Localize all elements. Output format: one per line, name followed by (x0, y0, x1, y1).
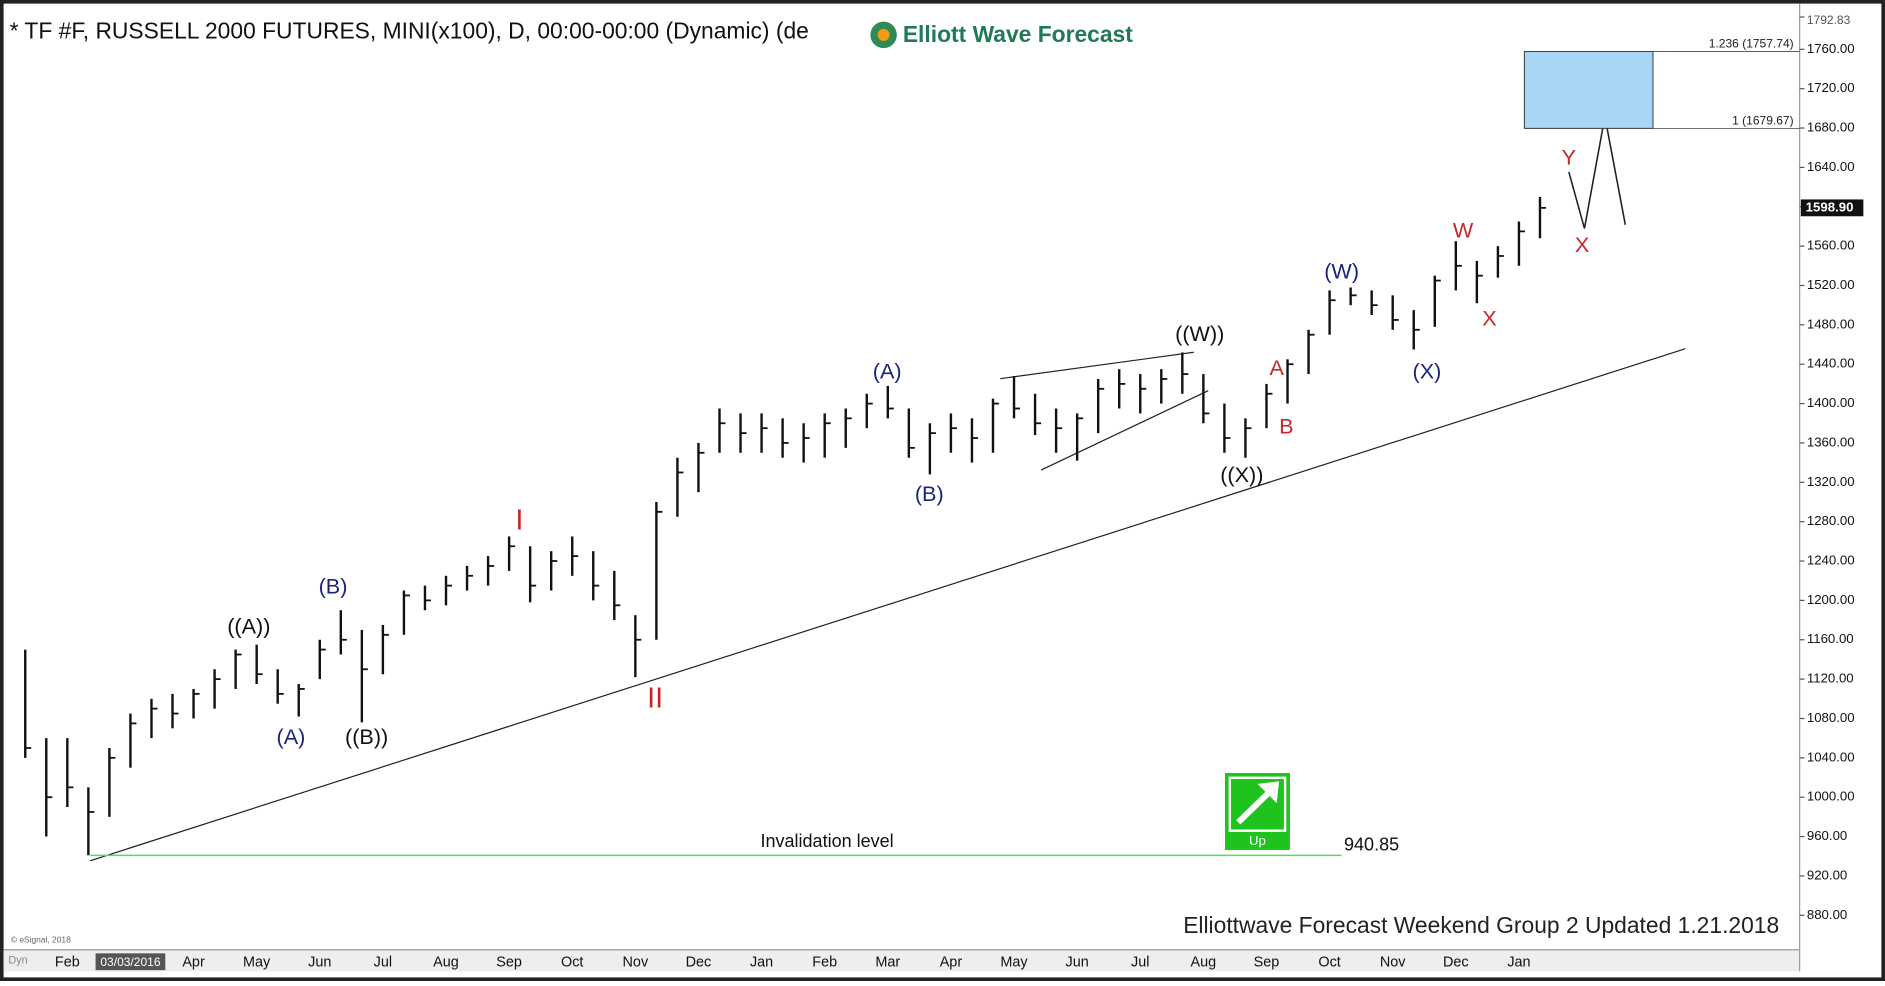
target-box (1523, 51, 1654, 129)
y-tick-label: 1720.00 (1807, 80, 1855, 95)
x-tick-label: Jun (308, 955, 331, 971)
y-tick-label: 1000.00 (1807, 789, 1855, 804)
y-tick-label: 1640.00 (1807, 159, 1855, 174)
wave-label: II (647, 682, 663, 714)
x-tick-label: Oct (561, 955, 583, 971)
wave-label: ((X)) (1220, 462, 1263, 487)
x-tick-label: Aug (433, 955, 459, 971)
y-tick-label: 1480.00 (1807, 316, 1855, 331)
x-axis-strip (3, 949, 1800, 972)
projection-path (1568, 116, 1627, 229)
wave-label: (B) (915, 481, 944, 506)
wave-label: ((B)) (345, 724, 388, 749)
logo-icon-core (877, 28, 890, 41)
wave-label: (W) (1324, 259, 1359, 284)
chart-title: * TF #F, RUSSELL 2000 FUTURES, MINI(x100… (10, 18, 809, 44)
cursor-date-box (95, 953, 166, 971)
wave-label: (A) (277, 724, 306, 749)
y-tick-label: 1560.00 (1807, 238, 1855, 253)
x-tick-label: May (243, 955, 271, 971)
x-tick-label: Jan (1507, 955, 1530, 971)
x-tick-label: Mar (875, 955, 900, 971)
x-tick-label: Dec (686, 955, 712, 971)
x-tick-label: Jul (374, 955, 392, 971)
wave-label: (A) (873, 358, 902, 383)
last-price-box (1800, 199, 1864, 217)
x-tick-label: Apr (940, 955, 963, 971)
y-tick-label: 1080.00 (1807, 710, 1855, 725)
triangle-lower (1040, 390, 1209, 471)
y-tick-label: 1240.00 (1807, 553, 1855, 568)
x-tick-label: Sep (1254, 955, 1280, 971)
y-tick-label: 880.00 (1807, 907, 1847, 922)
wave-label: ((W)) (1175, 321, 1224, 346)
y-tick-label: 1520.00 (1807, 277, 1855, 292)
logo-bg (863, 12, 1152, 56)
scale-top-label: 1792.83 (1807, 13, 1851, 27)
y-tick-label: 920.00 (1807, 867, 1847, 882)
wave-label: ((A)) (227, 613, 270, 638)
x-tick-label: Aug (1191, 955, 1217, 971)
last-price-label: 1598.90 (1806, 199, 1854, 214)
x-tick-label: 03/03/2016 (100, 955, 160, 969)
x-tick-label: May (1000, 955, 1028, 971)
wave-label: W (1453, 218, 1474, 243)
wave-label: X (1482, 306, 1496, 331)
x-tick-label: Jan (750, 955, 773, 971)
wave-label: (X) (1413, 358, 1442, 383)
up-arrow-head (1257, 781, 1280, 804)
wave-label: Y (1562, 144, 1576, 169)
up-icon-box (1228, 776, 1287, 832)
x-tick-label: Sep (496, 955, 522, 971)
triangle-upper (1000, 351, 1194, 380)
x-tick-label: Apr (182, 955, 205, 971)
icon-label: Up (1249, 833, 1266, 848)
y-tick-label: 1760.00 (1807, 41, 1855, 56)
y-tick-label: 1040.00 (1807, 749, 1855, 764)
x-tick-label: Nov (1380, 955, 1406, 971)
fib-label: 1.236 (1757.74) (1709, 37, 1794, 51)
up-icon-bg (1225, 773, 1290, 850)
y-tick-label: 1680.00 (1807, 120, 1855, 135)
wave-label: X (1575, 232, 1589, 257)
x-tick-label: Jun (1066, 955, 1089, 971)
corner-label: Dyn (8, 954, 27, 966)
y-tick-label: 1360.00 (1807, 434, 1855, 449)
y-tick-label: 1280.00 (1807, 513, 1855, 528)
x-tick-label: Jul (1131, 955, 1149, 971)
invalidation-text: Invalidation level (760, 831, 893, 851)
y-tick-label: 1200.00 (1807, 592, 1855, 607)
y-tick-label: 960.00 (1807, 828, 1847, 843)
y-tick-label: 1440.00 (1807, 356, 1855, 371)
fib-label: 1 (1679.67) (1732, 113, 1793, 127)
x-tick-label: Nov (623, 955, 649, 971)
up-icon: Up (1225, 773, 1290, 850)
wave-label: I (515, 504, 523, 536)
x-tick-label: Feb (812, 955, 837, 971)
wave-label: A (1269, 355, 1284, 380)
y-tick-label: 1400.00 (1807, 395, 1855, 410)
x-tick-label: Feb (55, 955, 80, 971)
x-tick-label: Oct (1318, 955, 1340, 971)
y-tick-label: 1160.00 (1807, 631, 1854, 646)
wave-label: B (1279, 414, 1293, 439)
y-tick-label: 1120.00 (1807, 671, 1854, 686)
x-tick-label: Dec (1443, 955, 1469, 971)
logo: Elliott Wave Forecast (903, 21, 1133, 47)
y-tick-label: 1320.00 (1807, 474, 1855, 489)
copyright: © eSignal, 2018 (11, 934, 71, 944)
wave-label: (B) (319, 574, 348, 599)
invalidation-value: 940.85 (1344, 835, 1399, 855)
trendline (89, 348, 1686, 862)
footer: Elliottwave Forecast Weekend Group 2 Upd… (1183, 912, 1779, 938)
